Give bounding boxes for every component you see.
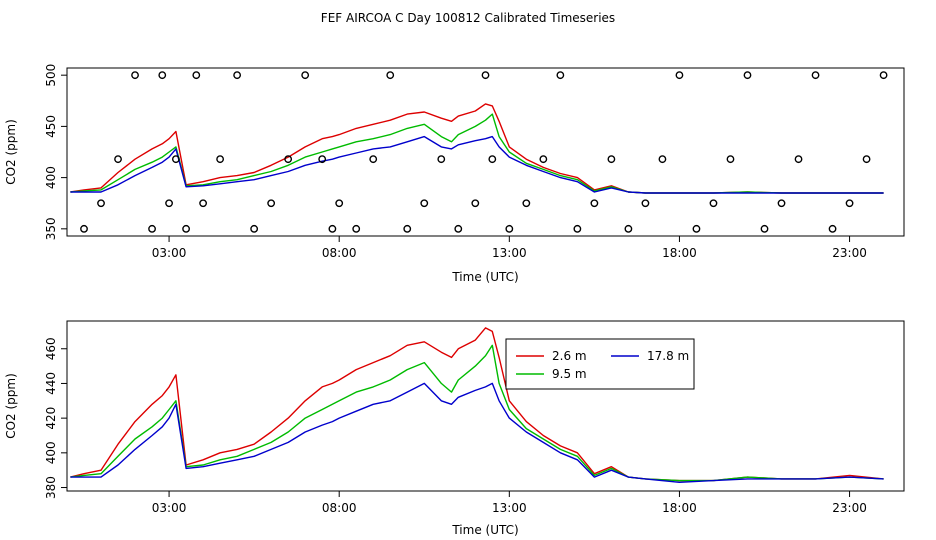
data-point [420, 199, 429, 208]
data-point [709, 199, 718, 208]
data-point [624, 224, 633, 233]
y-tick-label: 400 [44, 166, 58, 189]
data-point [352, 224, 361, 233]
x-tick-label: 13:00 [492, 501, 527, 515]
plot-frame [66, 67, 905, 237]
data-point [233, 71, 242, 80]
legend-label-1: 2.6 m [552, 349, 587, 363]
data-point [192, 71, 201, 80]
x-tick-label: 23:00 [832, 501, 867, 515]
y-tick-label: 420 [44, 407, 58, 430]
data-point [148, 224, 156, 233]
data-point [335, 199, 344, 208]
y-tick-label: 380 [44, 476, 58, 499]
data-point [522, 199, 531, 208]
data-point [505, 224, 514, 233]
data-point [726, 155, 735, 164]
series-line-1 [70, 327, 884, 482]
series-line-2 [70, 344, 884, 482]
data-point [369, 155, 378, 164]
x-tick-label: 03:00 [152, 501, 187, 515]
data-point [675, 71, 684, 80]
x-tick-label: 08:00 [322, 246, 357, 260]
y-tick-label: 350 [44, 217, 58, 240]
legend-box [505, 338, 695, 390]
data-point [165, 199, 173, 208]
data-point [267, 199, 276, 208]
data-point [811, 71, 820, 80]
data-point [488, 155, 497, 164]
data-point [471, 199, 480, 208]
legend: 2.6 m 9.5 m 17.8 m [505, 338, 695, 390]
data-point [158, 71, 167, 80]
data-point [556, 71, 565, 80]
y-axis-label: CO2 (ppm) [4, 119, 18, 185]
data-point [828, 224, 837, 233]
data-point [284, 155, 293, 164]
data-point [328, 224, 337, 233]
data-point [80, 224, 88, 233]
data-point [573, 224, 582, 233]
data-point [386, 71, 395, 80]
series-line-3 [70, 382, 884, 483]
data-point [481, 71, 490, 80]
x-tick-label: 13:00 [492, 246, 527, 260]
x-axis-label: Time (UTC) [451, 270, 518, 284]
data-point [658, 155, 667, 164]
data-point [862, 155, 871, 164]
data-point [692, 224, 701, 233]
x-tick-label: 23:00 [832, 246, 867, 260]
data-point [777, 199, 786, 208]
data-point [97, 199, 105, 208]
top-panel: 03:00 08:00 13:00 18:00 23:00 350 400 450 500 Tim… [4, 64, 905, 284]
plot-frame [66, 320, 905, 492]
chart-title: FEF AIRCOA C Day 100812 Calibrated Times… [321, 11, 615, 25]
data-point [641, 199, 650, 208]
series-line-2 [70, 113, 884, 194]
bottom-panel: 03:00 08:00 13:00 18:00 23:00 380 400 420 440 460… [4, 320, 905, 537]
data-point [879, 71, 888, 80]
legend-label-3: 17.8 m [647, 349, 689, 363]
x-axis-label: Time (UTC) [451, 523, 518, 537]
series-line-1 [70, 103, 884, 194]
x-tick-label: 18:00 [662, 501, 697, 515]
data-point [301, 71, 310, 80]
data-point [171, 155, 180, 164]
data-point [250, 224, 259, 233]
series-line-3 [70, 135, 884, 194]
y-tick-label: 460 [44, 337, 58, 360]
y-tick-label: 440 [44, 372, 58, 395]
data-point [182, 224, 190, 233]
data-point [590, 199, 599, 208]
x-tick-label: 18:00 [662, 246, 697, 260]
data-point [403, 224, 412, 233]
data-point [794, 155, 803, 164]
data-point [539, 155, 548, 164]
data-point [437, 155, 446, 164]
data-point [760, 224, 769, 233]
data-point [454, 224, 463, 233]
data-point [743, 71, 752, 80]
legend-label-2: 9.5 m [552, 367, 587, 381]
y-tick-label: 450 [44, 115, 58, 138]
y-axis-label: CO2 (ppm) [4, 373, 18, 439]
y-tick-label: 500 [44, 64, 58, 87]
data-point [607, 155, 616, 164]
y-tick-label: 400 [44, 441, 58, 464]
data-point [216, 155, 225, 164]
data-point [131, 71, 139, 80]
data-point [114, 155, 122, 164]
data-point [199, 199, 207, 208]
x-tick-label: 03:00 [152, 246, 187, 260]
x-tick-label: 08:00 [322, 501, 357, 515]
data-point [845, 199, 854, 208]
data-point [318, 155, 327, 164]
